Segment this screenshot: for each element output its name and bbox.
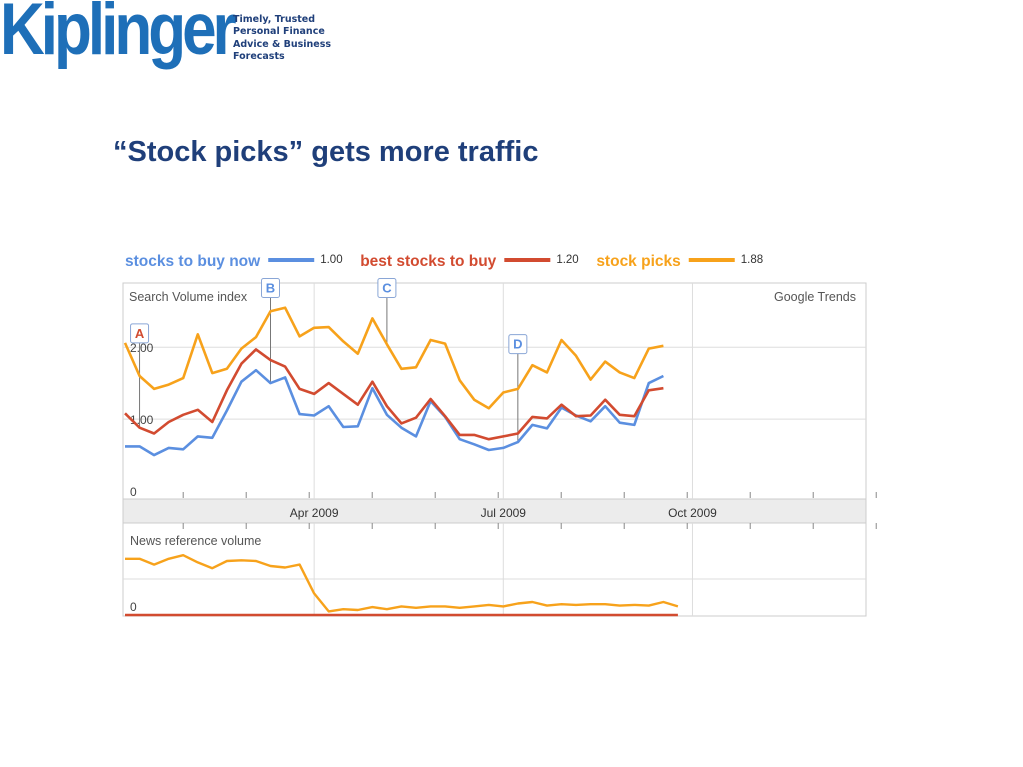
legend-series-name: stocks to buy now: [125, 253, 261, 270]
search-volume-label: Search Volume index: [129, 290, 248, 304]
tagline-line: Timely, Trusted: [233, 14, 316, 25]
annotation-marker-letter: B: [266, 281, 275, 296]
news-plot-panel: [122, 522, 867, 617]
google-trends-label: Google Trends: [774, 290, 856, 304]
header: Kiplinger Timely, Trusted Personal Finan…: [0, 0, 400, 80]
news-volume-label: News reference volume: [130, 534, 261, 548]
kiplinger-logo[interactable]: Kiplinger: [0, 0, 237, 71]
news-y-tick-label: 0: [130, 600, 137, 614]
date-axis-band: [122, 498, 867, 524]
annotation-marker-box: [261, 278, 280, 299]
y-tick-label: 2.00: [130, 341, 154, 355]
annotation-marker-box: [508, 334, 528, 355]
x-tick-label: Jul 2009: [481, 506, 527, 520]
y-tick-label: 0: [130, 485, 137, 499]
tagline-line: Advice & Business: [233, 38, 332, 50]
legend-average-value: 1.00: [320, 254, 342, 266]
annotation-marker-box: [130, 323, 150, 344]
annotation-marker-box: [377, 278, 397, 299]
legend-series-name: best stocks to buy: [360, 253, 496, 270]
series-line: [124, 348, 664, 441]
annotation-marker-letter: C: [382, 281, 392, 296]
annotation-marker-letter: D: [513, 337, 522, 352]
tagline: Timely, Trusted Personal Finance Advice …: [233, 14, 353, 63]
tagline-line: Personal Finance: [233, 26, 325, 38]
legend-series-name: stock picks: [596, 253, 680, 270]
series-line: [123, 306, 664, 410]
x-tick-label: Apr 2009: [290, 506, 339, 520]
annotation-marker-letter: A: [135, 326, 145, 341]
tagline-line: Forecasts: [233, 50, 285, 62]
x-tick-label: Oct 2009: [668, 506, 717, 520]
legend-average-value: 1.20: [556, 254, 578, 266]
news-series-line: [125, 554, 679, 613]
legend-average-value: 1.88: [741, 254, 763, 266]
main-plot-panel: [122, 282, 867, 500]
slide-title: “Stock picks” gets more traffic: [113, 136, 539, 168]
